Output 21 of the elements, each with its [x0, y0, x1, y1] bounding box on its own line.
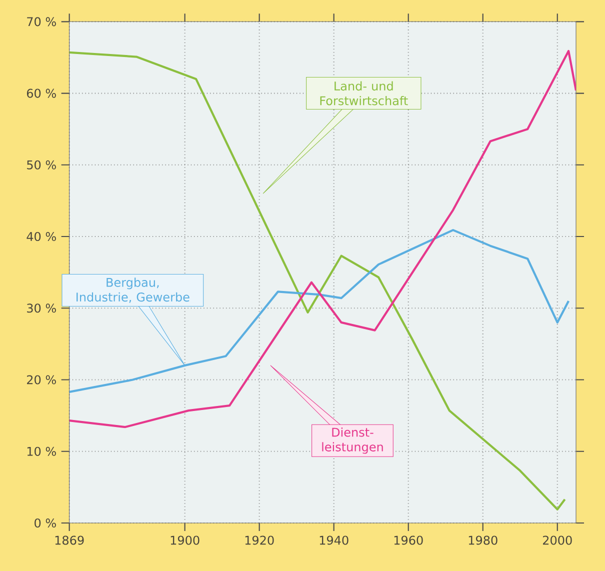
text: Bergbau, Industrie, Gewerbe	[76, 278, 190, 303]
y-tick-label: 0 %	[34, 518, 56, 528]
x-tick-label: 1869	[55, 536, 84, 545]
x-tick-label: 1920	[245, 536, 274, 545]
y-tick-label: 20 %	[27, 375, 56, 384]
line-series	[69, 50, 576, 428]
y-tick-label: 40 %	[26, 232, 56, 242]
x-tick-label: 2000	[542, 536, 572, 545]
text: Dienst-leistungen	[322, 427, 383, 454]
y-tick-label: 30 %	[27, 304, 56, 313]
y-tick-label: 70 %	[27, 17, 56, 26]
x-tick-label: 1980	[468, 536, 498, 545]
y-tick-label: 50 %	[27, 160, 56, 170]
y-tick-label: 60 %	[26, 88, 56, 98]
x-tick-label: 1900	[170, 536, 200, 545]
x-tick-label: 1940	[320, 536, 348, 545]
line-series	[69, 229, 570, 394]
x-tick-label: 1960	[394, 536, 423, 545]
text: Land- und Forstwirtschaft	[320, 81, 408, 106]
line-series	[69, 51, 566, 510]
y-tick-label: 10 %	[27, 446, 56, 456]
